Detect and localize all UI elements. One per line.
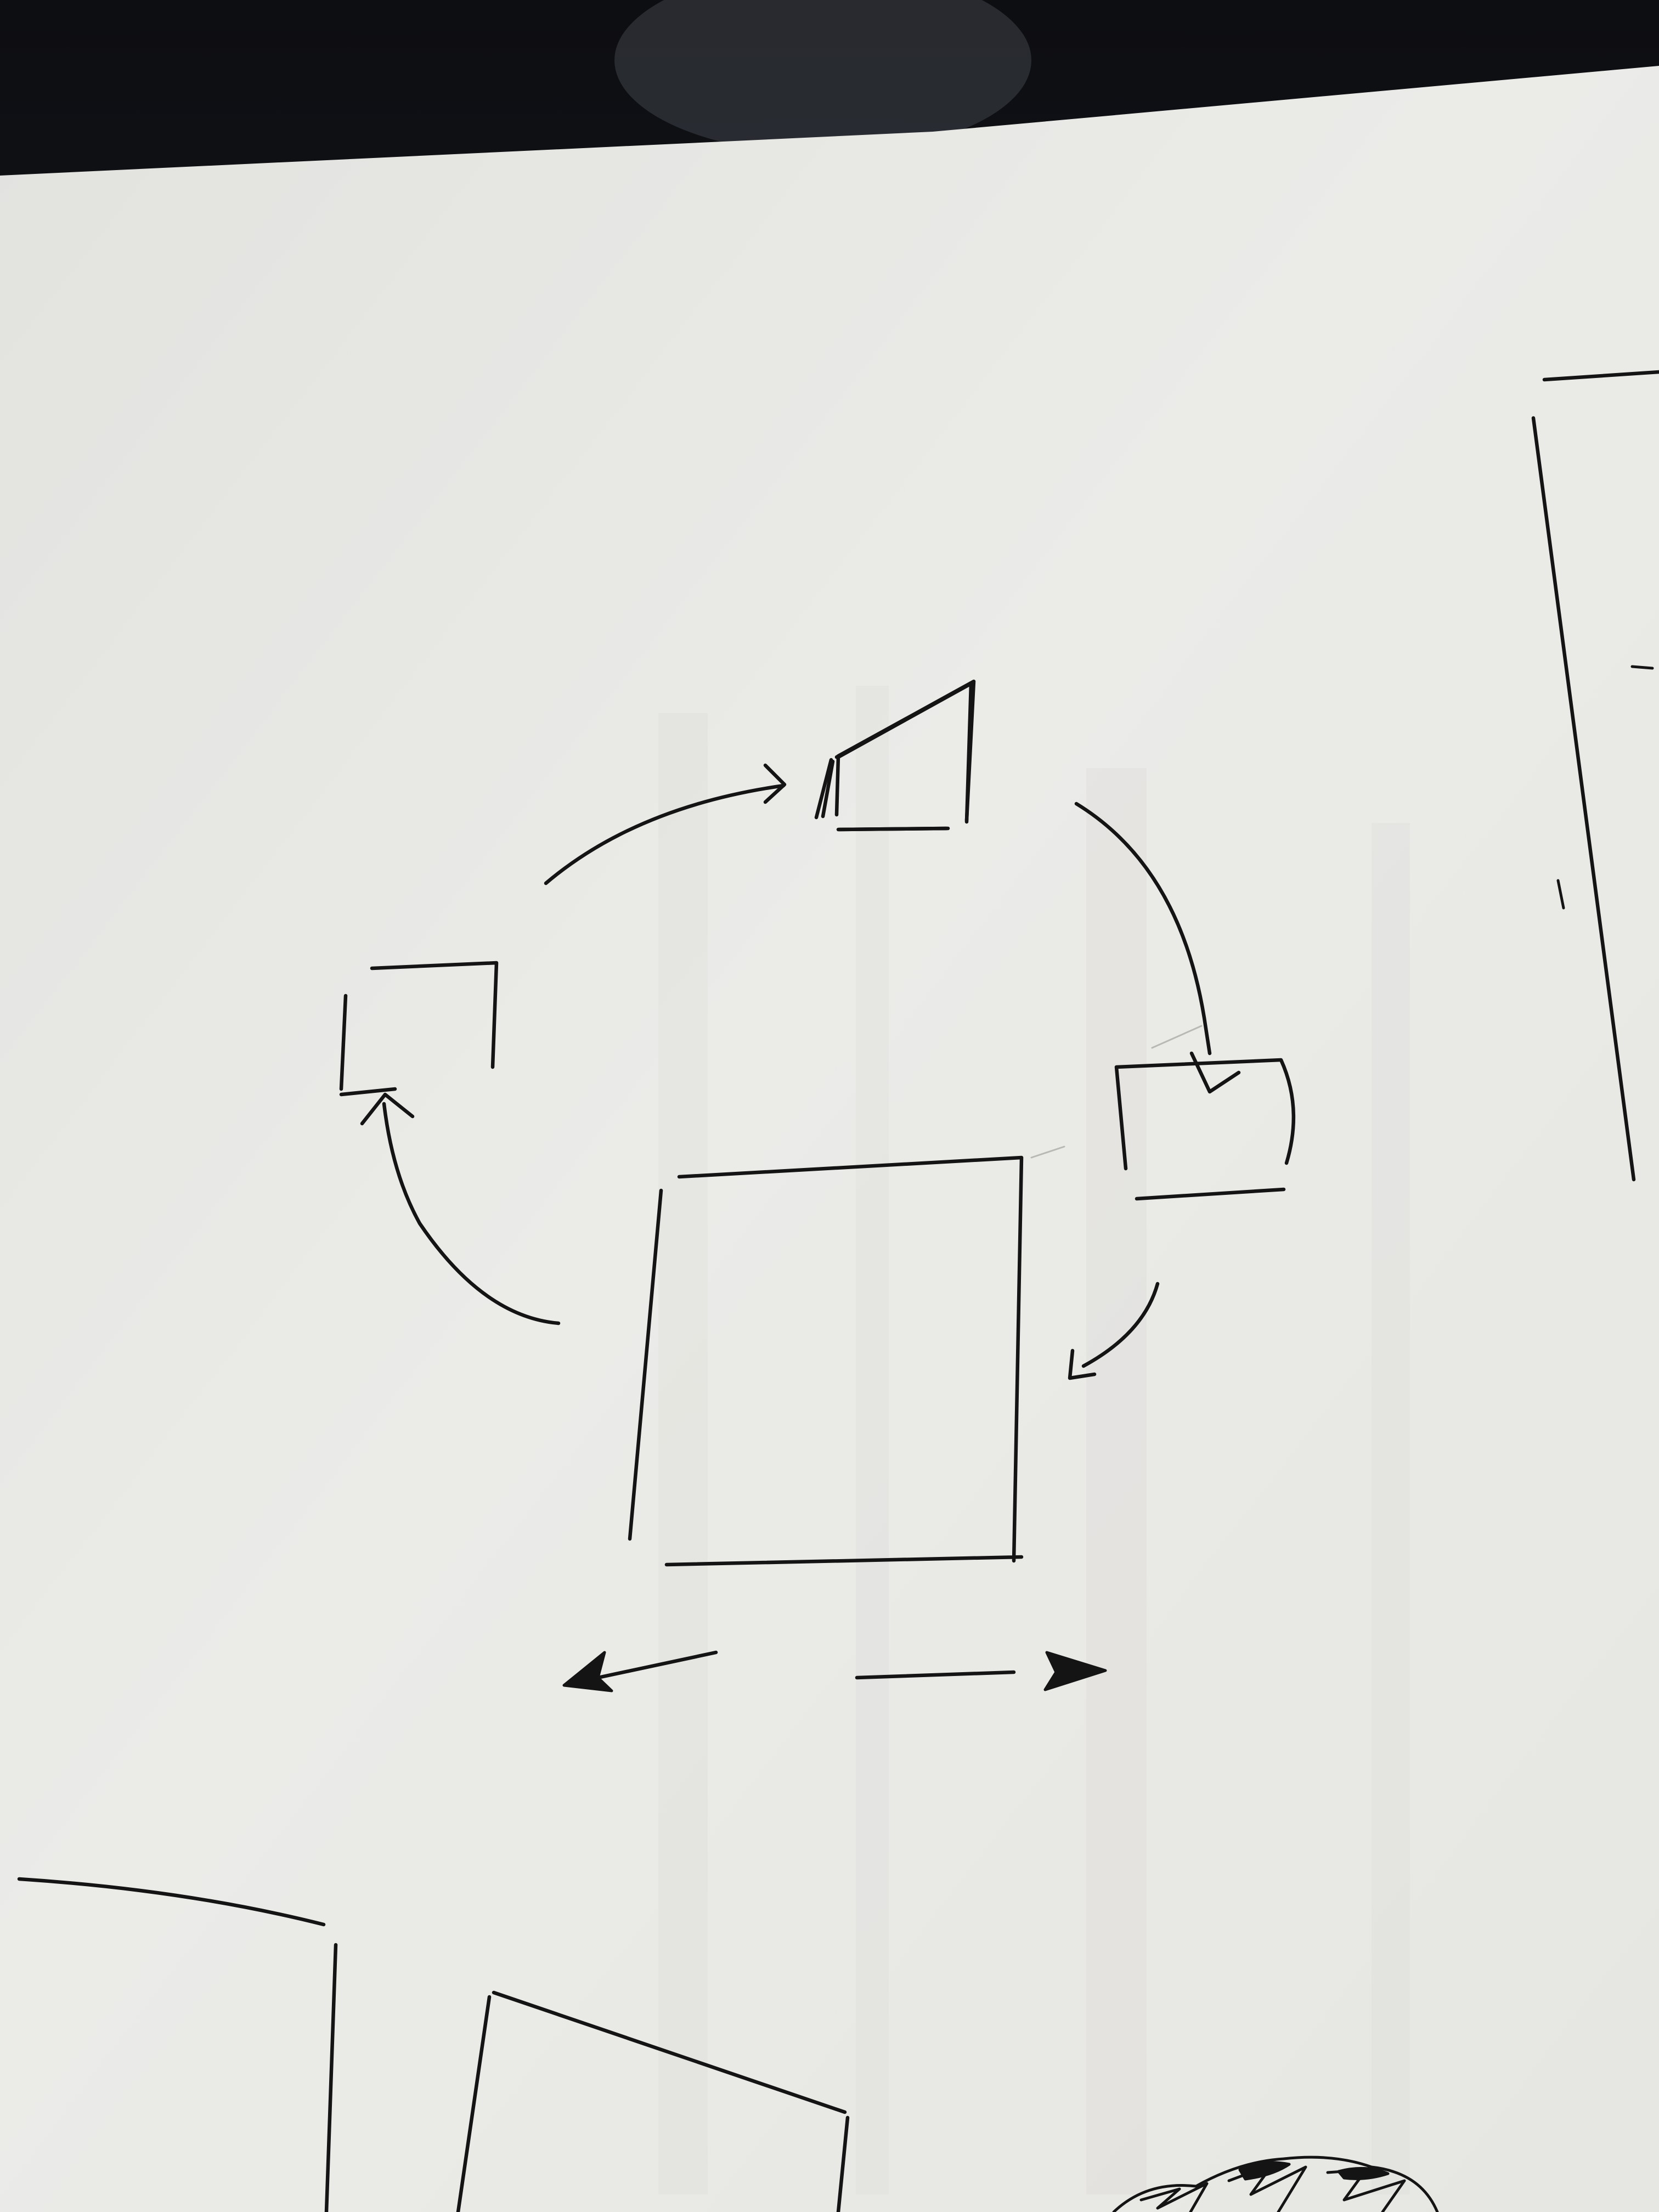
bottom-left-box [17, 1877, 338, 2212]
background-blur-shape [614, 0, 1031, 154]
right-edge-mark [1556, 665, 1654, 910]
arrow-right-head [1043, 1651, 1107, 1691]
faint-pencil-mark-2 [1030, 1146, 1065, 1159]
arrow-center-to-left [382, 1102, 561, 1325]
right-box [1114, 1058, 1296, 1201]
arrow-left-shaft [596, 1650, 718, 1680]
faint-pencil-mark [1151, 1025, 1203, 1049]
arrow-right-to-center [1081, 1282, 1160, 1368]
arrow-right-to-center-head [1068, 1348, 1097, 1380]
arrow-left-to-top [544, 783, 786, 885]
arrow-right-shaft [855, 1670, 1016, 1680]
center-box [628, 1155, 1024, 1567]
right-edge-tall-box [1531, 370, 1659, 1182]
arrow-left-to-top-head [763, 763, 787, 804]
paper-texture [658, 686, 1410, 2194]
arrow-center-to-left-head [360, 1092, 415, 1126]
arrow-left-head [562, 1651, 613, 1692]
top-box-outline [821, 681, 973, 832]
arrow-top-to-right-head [1189, 1051, 1241, 1094]
paper-sheet [0, 66, 1659, 2212]
top-box [814, 679, 976, 832]
arrow-top-to-right [1074, 802, 1212, 1056]
bottom-middle-box [456, 1990, 850, 2212]
bottom-right-scribble [1112, 2155, 1439, 2212]
left-box [339, 961, 499, 1097]
